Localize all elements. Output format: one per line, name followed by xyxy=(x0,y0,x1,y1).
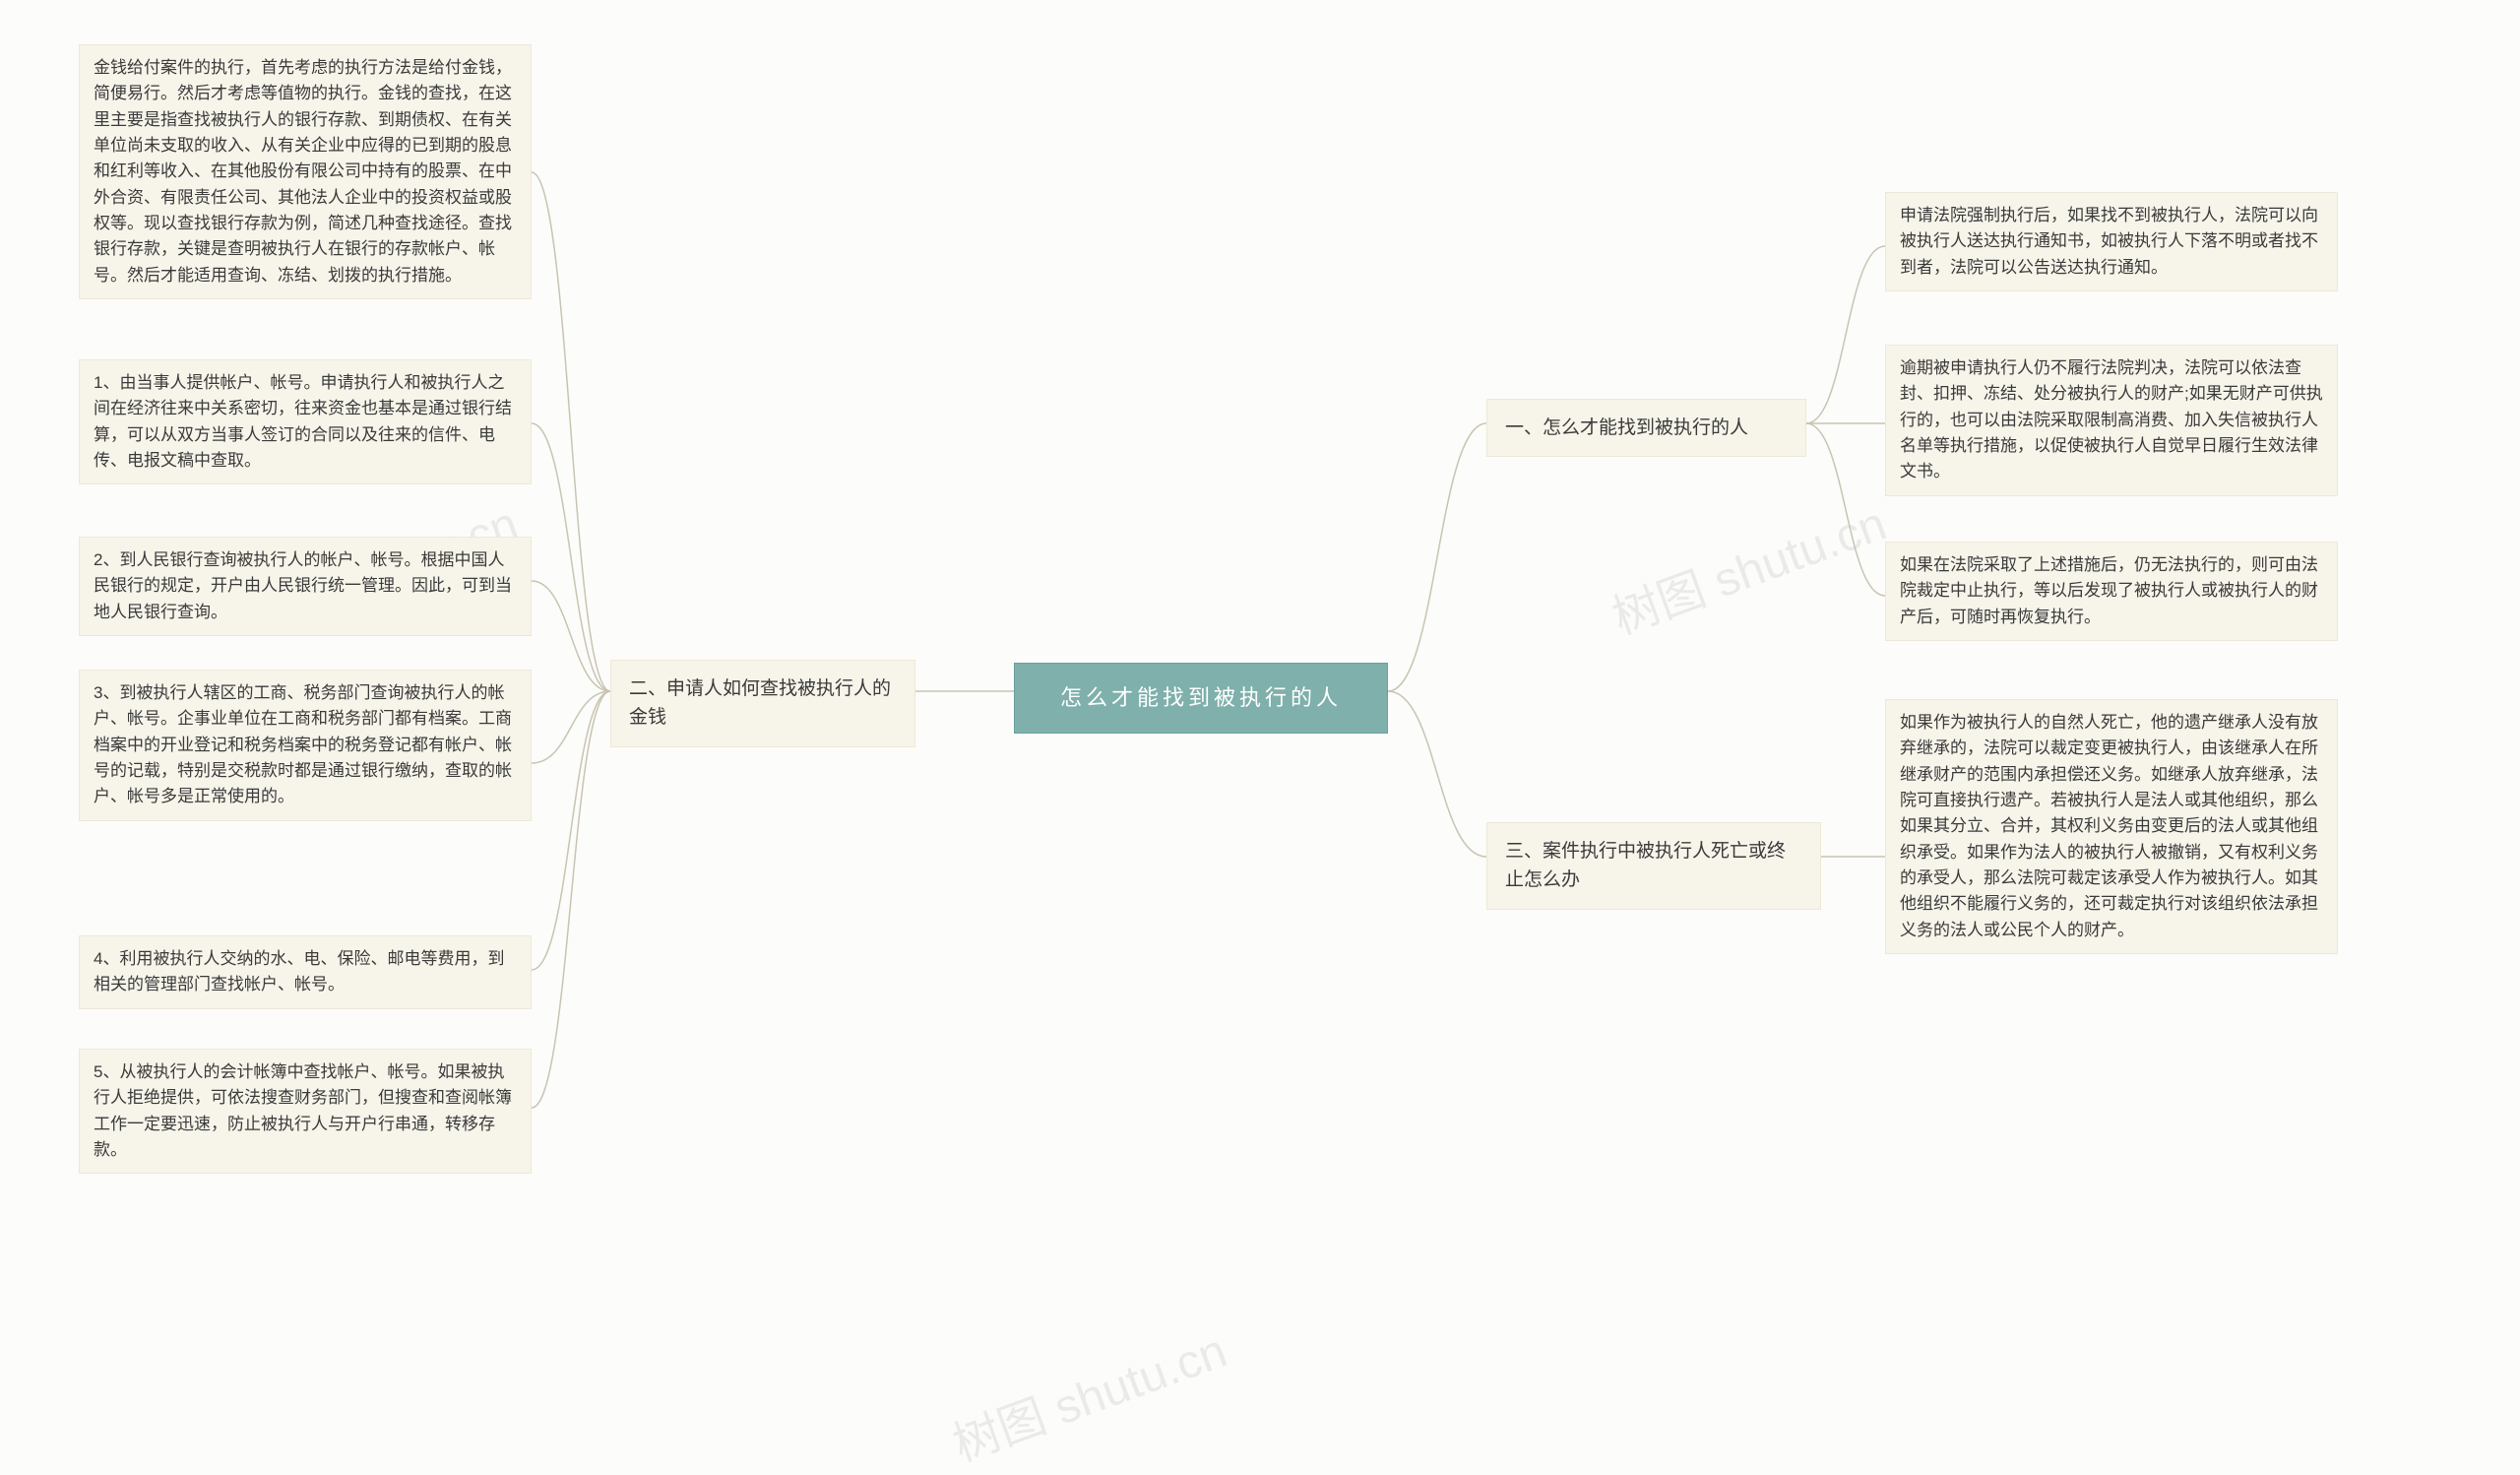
leaf-r3-0: 如果作为被执行人的自然人死亡，他的遗产继承人没有放弃继承的，法院可以裁定变更被执… xyxy=(1885,699,2338,954)
branch-left-2: 二、申请人如何查找被执行人的金钱 xyxy=(610,660,915,747)
root-node: 怎么才能找到被执行的人 xyxy=(1014,663,1388,734)
leaf-r1-1: 逾期被申请执行人仍不履行法院判决，法院可以依法查封、扣押、冻结、处分被执行人的财… xyxy=(1885,345,2338,496)
leaf-l2-2: 2、到人民银行查询被执行人的帐户、帐号。根据中国人民银行的规定，开户由人民银行统… xyxy=(79,537,532,636)
leaf-l2-1: 1、由当事人提供帐户、帐号。申请执行人和被执行人之间在经济往来中关系密切，往来资… xyxy=(79,359,532,484)
leaf-r1-2: 如果在法院采取了上述措施后，仍无法执行的，则可由法院裁定中止执行，等以后发现了被… xyxy=(1885,542,2338,641)
branch-right-3: 三、案件执行中被执行人死亡或终止怎么办 xyxy=(1486,822,1821,910)
leaf-r1-0: 申请法院强制执行后，如果找不到被执行人，法院可以向被执行人送达执行通知书，如被执… xyxy=(1885,192,2338,291)
leaf-l2-3: 3、到被执行人辖区的工商、税务部门查询被执行人的帐户、帐号。企事业单位在工商和税… xyxy=(79,670,532,821)
leaf-l2-5: 5、从被执行人的会计帐簿中查找帐户、帐号。如果被执行人拒绝提供，可依法搜查财务部… xyxy=(79,1049,532,1174)
leaf-l2-0: 金钱给付案件的执行，首先考虑的执行方法是给付金钱，简便易行。然后才考虑等值物的执… xyxy=(79,44,532,299)
leaf-l2-4: 4、利用被执行人交纳的水、电、保险、邮电等费用，到相关的管理部门查找帐户、帐号。 xyxy=(79,935,532,1009)
branch-right-1: 一、怎么才能找到被执行的人 xyxy=(1486,399,1806,457)
